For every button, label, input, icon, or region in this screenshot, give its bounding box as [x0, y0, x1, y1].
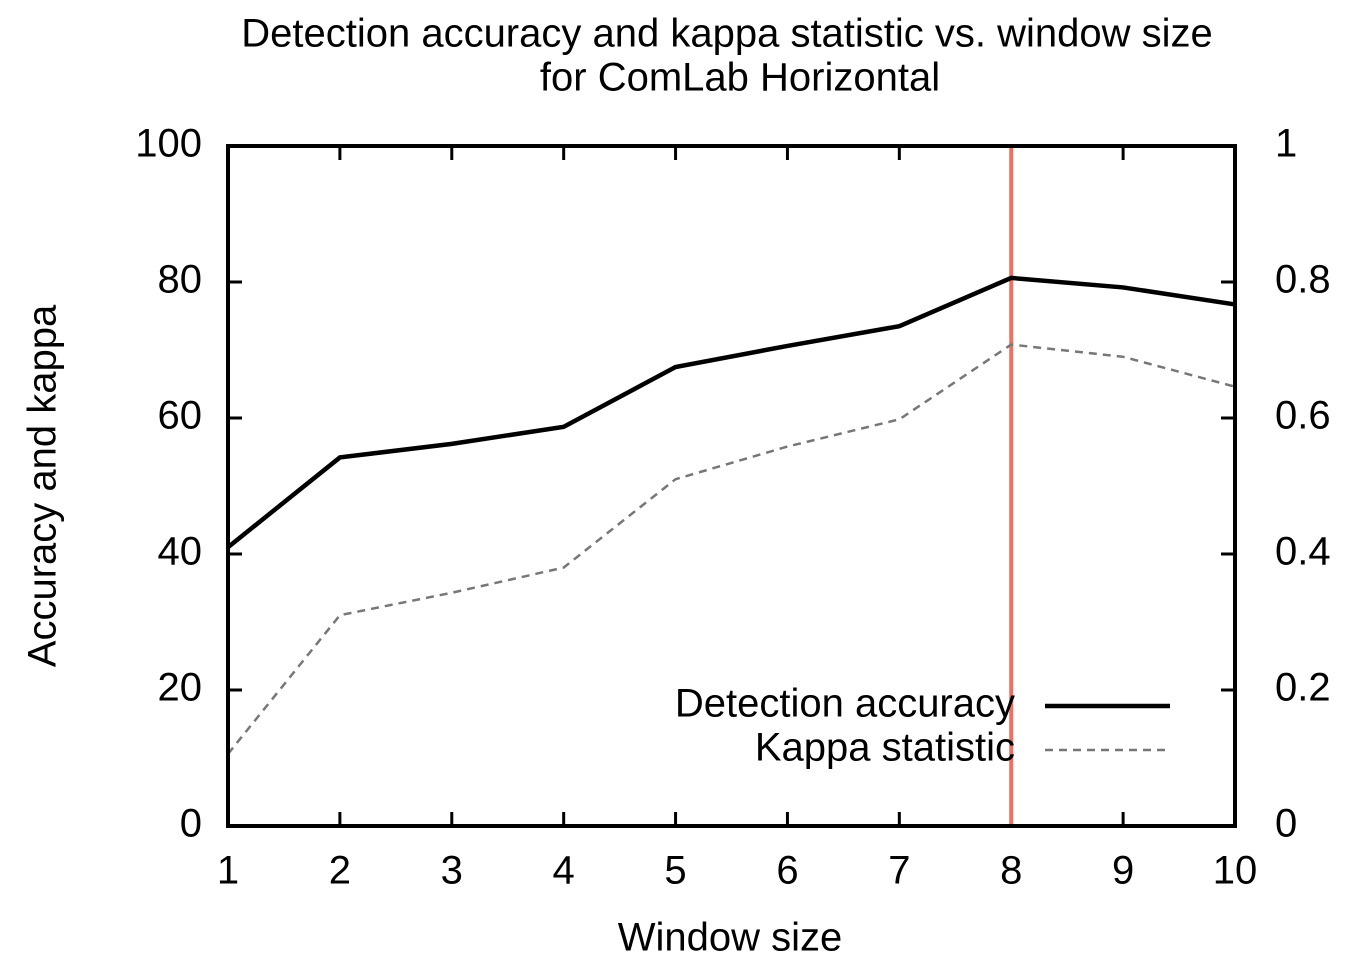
- y2-tick-label: 0.8: [1275, 258, 1331, 302]
- y-axis-label: Accuracy and kappa: [21, 304, 65, 667]
- legend-label: Kappa statistic: [755, 726, 1015, 770]
- legend-label: Detection accuracy: [675, 682, 1015, 726]
- y-tick-label: 100: [135, 122, 202, 166]
- y-tick-label: 20: [158, 666, 203, 710]
- plot-frame: [226, 144, 1237, 828]
- x-tick-label: 7: [888, 849, 910, 893]
- x-tick-label: 9: [1112, 849, 1134, 893]
- y2-tick-label: 1: [1275, 122, 1297, 166]
- x-tick-label: 1: [217, 849, 239, 893]
- y2-tick-label: 0: [1275, 802, 1297, 846]
- chart-title: Detection accuracy and kappa statistic v…: [241, 12, 1213, 56]
- y-tick-label: 0: [180, 802, 202, 846]
- y-tick-label: 80: [158, 258, 203, 302]
- y-tick-label: 40: [158, 530, 203, 574]
- x-tick-label: 8: [1000, 849, 1022, 893]
- x-tick-label: 10: [1213, 849, 1258, 893]
- x-tick-label: 2: [329, 849, 351, 893]
- y2-tick-label: 0.4: [1275, 530, 1331, 574]
- x-axis-label: Window size: [618, 916, 843, 960]
- x-tick-label: 4: [553, 849, 575, 893]
- y2-tick-label: 0.2: [1275, 666, 1331, 710]
- x-tick-label: 5: [664, 849, 686, 893]
- data-line: [227, 343, 1236, 755]
- y2-tick-label: 0.6: [1275, 394, 1331, 438]
- x-tick-label: 3: [441, 849, 463, 893]
- y-tick-label: 60: [158, 394, 203, 438]
- chart-title: for ComLab Horizontal: [540, 56, 940, 100]
- data-line: [226, 275, 1236, 549]
- x-tick-label: 6: [776, 849, 798, 893]
